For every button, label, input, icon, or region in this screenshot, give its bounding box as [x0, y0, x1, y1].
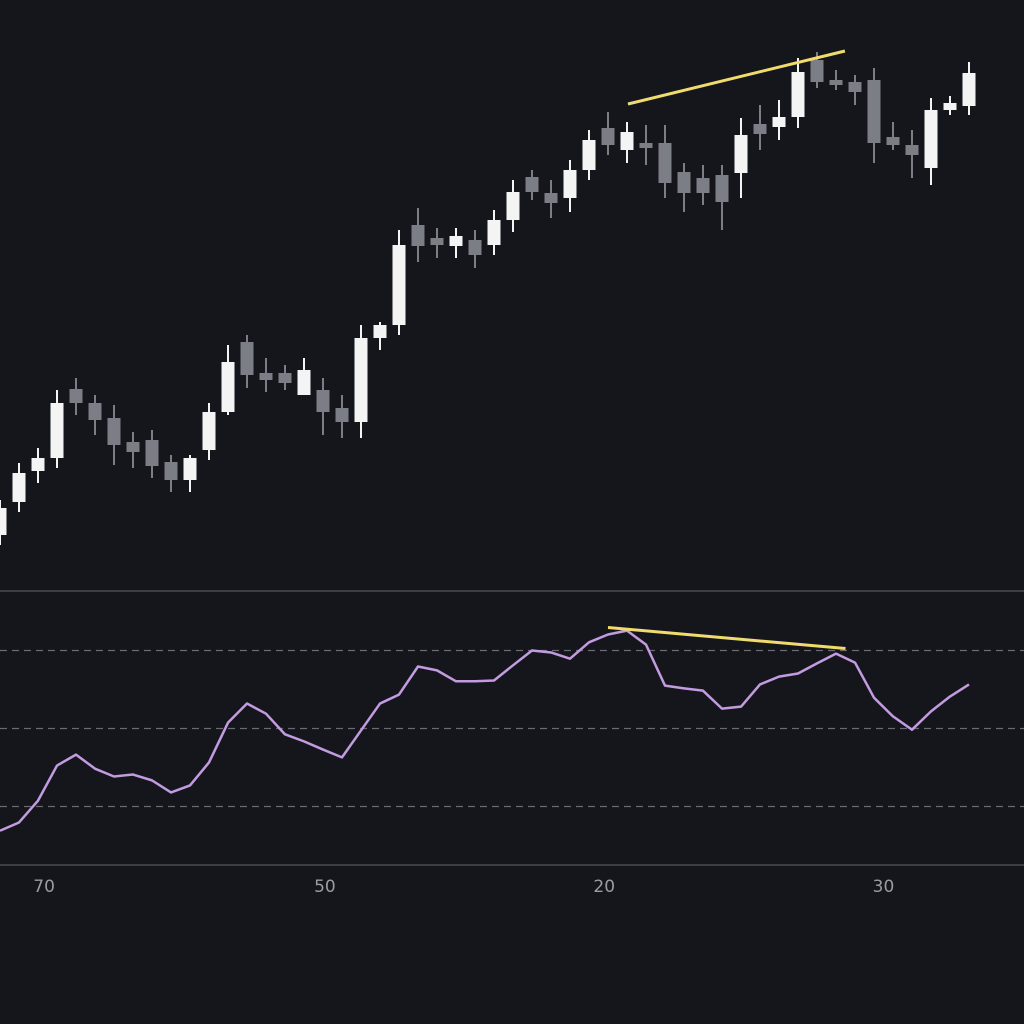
candle-body	[886, 137, 900, 145]
candle-body	[658, 143, 672, 183]
candle-body	[50, 403, 64, 458]
candle-body	[696, 178, 710, 193]
candle-body	[69, 389, 83, 403]
candle-body	[240, 342, 254, 375]
candle-body	[905, 145, 919, 155]
candle-body	[126, 442, 140, 452]
x-tick-label: 20	[593, 877, 615, 897]
candle-body	[924, 110, 938, 168]
candle-body	[715, 175, 729, 202]
candle-body	[316, 390, 330, 412]
candle-body	[259, 373, 273, 380]
candle-body	[772, 117, 786, 127]
candle-body	[639, 143, 653, 148]
candle-body	[297, 370, 311, 395]
candle-body	[373, 325, 387, 338]
candle-body	[430, 238, 444, 245]
trendline	[627, 49, 846, 106]
candle-body	[183, 458, 197, 480]
trendline	[607, 625, 846, 651]
candle-body	[335, 408, 349, 422]
candle-body	[468, 240, 482, 255]
candle-body	[164, 462, 178, 480]
candle-body	[31, 458, 45, 471]
candle-body	[145, 440, 159, 466]
candle-body	[354, 338, 368, 422]
candle-body	[791, 72, 805, 117]
candle-body	[487, 220, 501, 245]
x-tick-label: 30	[873, 877, 895, 897]
candle-body	[202, 412, 216, 450]
candle-body	[525, 177, 539, 192]
candle-body	[107, 418, 121, 445]
candle-body	[848, 82, 862, 92]
candle-body	[411, 225, 425, 246]
candle-body	[867, 80, 881, 143]
candle-body	[601, 128, 615, 145]
candle-body	[943, 103, 957, 110]
candle-body	[12, 473, 26, 502]
candle-body	[88, 403, 102, 420]
candle-body	[506, 192, 520, 220]
x-tick-label: 50	[314, 877, 336, 897]
candle-body	[753, 124, 767, 134]
candle-body	[544, 193, 558, 203]
candle-body	[563, 170, 577, 198]
candle-body	[392, 245, 406, 325]
candle-body	[582, 140, 596, 170]
candle-body	[449, 236, 463, 246]
candle-body	[829, 80, 843, 85]
rsi-line	[0, 629, 970, 832]
candle-body	[962, 73, 976, 106]
candle-body	[0, 508, 7, 535]
candle-body	[278, 373, 292, 383]
candle-body	[221, 362, 235, 412]
x-tick-label: 70	[33, 877, 55, 897]
candle-body	[810, 60, 824, 82]
candle-body	[734, 135, 748, 173]
candle-body	[677, 172, 691, 193]
candle-body	[620, 132, 634, 150]
